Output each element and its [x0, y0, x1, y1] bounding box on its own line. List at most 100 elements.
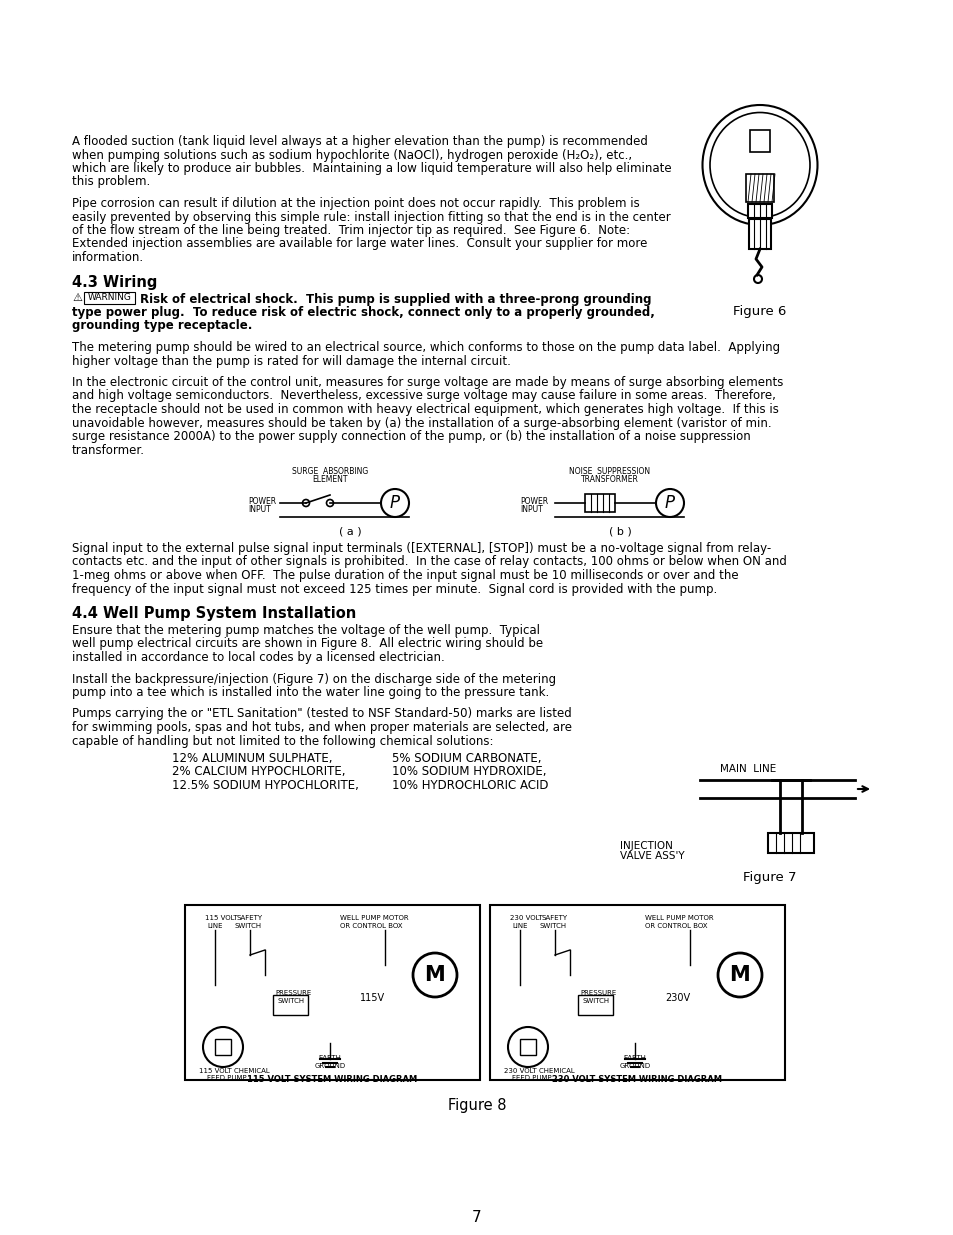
Bar	[214, 1039, 231, 1055]
Bar	[748, 219, 770, 249]
Text: SWITCH: SWITCH	[582, 998, 610, 1004]
Text: surge resistance 2000A) to the power supply connection of the pump, or (b) the i: surge resistance 2000A) to the power sup…	[71, 430, 750, 443]
Text: SAFETY: SAFETY	[236, 915, 263, 921]
Text: VALVE ASS'Y: VALVE ASS'Y	[619, 851, 684, 861]
Text: 230 VOLT SYSTEM WIRING DIAGRAM: 230 VOLT SYSTEM WIRING DIAGRAM	[552, 1074, 721, 1084]
Text: 115 VOLT: 115 VOLT	[205, 915, 237, 921]
Text: contacts etc. and the input of other signals is prohibited.  In the case of rela: contacts etc. and the input of other sig…	[71, 556, 786, 568]
Text: PRESSURE: PRESSURE	[274, 990, 311, 995]
Text: when pumping solutions such as sodium hypochlorite (NaOCl), hydrogen peroxide (H: when pumping solutions such as sodium hy…	[71, 148, 632, 162]
Text: 4.3 Wiring: 4.3 Wiring	[71, 274, 157, 289]
Text: capable of handling but not limited to the following chemical solutions:: capable of handling but not limited to t…	[71, 735, 493, 747]
Bar	[185, 905, 479, 1079]
Text: The metering pump should be wired to an electrical source, which conforms to tho: The metering pump should be wired to an …	[71, 341, 780, 354]
Text: WARNING: WARNING	[88, 294, 132, 303]
Circle shape	[380, 489, 409, 517]
Text: for swimming pools, spas and hot tubs, and when proper materials are selected, a: for swimming pools, spas and hot tubs, a…	[71, 721, 572, 734]
Circle shape	[656, 489, 683, 517]
Text: WELL PUMP MOTOR: WELL PUMP MOTOR	[644, 915, 713, 921]
Text: OR CONTROL BOX: OR CONTROL BOX	[644, 923, 707, 929]
Text: Install the backpressure/injection (Figure 7) on the discharge side of the meter: Install the backpressure/injection (Figu…	[71, 673, 556, 685]
Text: Figure 6: Figure 6	[733, 305, 786, 317]
Circle shape	[507, 1028, 547, 1067]
Text: P: P	[390, 494, 399, 513]
Text: Extended injection assemblies are available for large water lines.  Consult your: Extended injection assemblies are availa…	[71, 237, 647, 251]
Text: 12% ALUMINUM SULPHATE,: 12% ALUMINUM SULPHATE,	[172, 752, 333, 764]
Text: POWER: POWER	[248, 496, 275, 506]
Text: GROUND: GROUND	[618, 1063, 650, 1070]
Text: SAFETY: SAFETY	[541, 915, 568, 921]
Text: 115V: 115V	[359, 993, 385, 1003]
Text: ( a ): ( a )	[338, 527, 361, 537]
Text: of the flow stream of the line being treated.  Trim injector tip as required.  S: of the flow stream of the line being tre…	[71, 224, 630, 237]
Text: grounding type receptacle.: grounding type receptacle.	[71, 320, 253, 332]
Text: Figure 7: Figure 7	[742, 871, 796, 884]
Text: LINE: LINE	[512, 923, 527, 929]
Text: PRESSURE: PRESSURE	[579, 990, 616, 995]
Text: SWITCH: SWITCH	[277, 998, 305, 1004]
Bar	[745, 174, 773, 203]
Text: NOISE  SUPPRESSION: NOISE SUPPRESSION	[569, 467, 650, 475]
Bar	[747, 204, 771, 219]
Text: installed in accordance to local codes by a licensed electrician.: installed in accordance to local codes b…	[71, 651, 444, 664]
Text: 7: 7	[472, 1210, 481, 1225]
Circle shape	[203, 1028, 243, 1067]
Text: In the electronic circuit of the control unit, measures for surge voltage are ma: In the electronic circuit of the control…	[71, 375, 782, 389]
Text: LINE: LINE	[207, 923, 222, 929]
Text: SURGE  ABSORBING: SURGE ABSORBING	[292, 467, 368, 475]
Circle shape	[326, 499, 334, 506]
Text: unavoidable however, measures should be taken by (a) the installation of a surge: unavoidable however, measures should be …	[71, 416, 771, 430]
Text: MAIN  LINE: MAIN LINE	[720, 764, 776, 774]
Text: this problem.: this problem.	[71, 175, 150, 189]
Text: well pump electrical circuits are shown in Figure 8.  All electric wiring should: well pump electrical circuits are shown …	[71, 637, 542, 651]
Text: 230 VOLT CHEMICAL: 230 VOLT CHEMICAL	[503, 1068, 574, 1074]
Text: POWER: POWER	[519, 496, 548, 506]
Ellipse shape	[701, 105, 817, 225]
Circle shape	[753, 275, 761, 283]
Text: SWITCH: SWITCH	[234, 923, 262, 929]
Bar	[767, 832, 813, 853]
Text: 115 VOLT SYSTEM WIRING DIAGRAM: 115 VOLT SYSTEM WIRING DIAGRAM	[247, 1074, 417, 1084]
Text: frequency of the input signal must not exceed 125 times per minute.  Signal cord: frequency of the input signal must not e…	[71, 583, 717, 595]
Bar	[490, 905, 784, 1079]
Text: EARTH: EARTH	[318, 1055, 341, 1061]
Text: M: M	[729, 965, 750, 986]
Text: EARTH: EARTH	[623, 1055, 646, 1061]
Text: INPUT: INPUT	[519, 505, 542, 514]
Text: 230 VOLT: 230 VOLT	[510, 915, 542, 921]
FancyBboxPatch shape	[85, 291, 135, 304]
Text: 230V: 230V	[664, 993, 689, 1003]
Text: A flooded suction (tank liquid level always at a higher elevation than the pump): A flooded suction (tank liquid level alw…	[71, 135, 647, 148]
Text: ⚠: ⚠	[71, 293, 82, 303]
Text: Pipe corrosion can result if dilution at the injection point does not occur rapi: Pipe corrosion can result if dilution at…	[71, 198, 639, 210]
Text: FEED PUMP: FEED PUMP	[512, 1074, 551, 1081]
Text: OR CONTROL BOX: OR CONTROL BOX	[339, 923, 402, 929]
Text: SWITCH: SWITCH	[539, 923, 566, 929]
Text: 5% SODIUM CARBONATE,: 5% SODIUM CARBONATE,	[392, 752, 541, 764]
Text: 10% HYDROCHLORIC ACID: 10% HYDROCHLORIC ACID	[392, 779, 548, 792]
Text: type power plug.  To reduce risk of electric shock, connect only to a properly g: type power plug. To reduce risk of elect…	[71, 306, 654, 319]
Text: ( b ): ( b )	[608, 527, 631, 537]
Text: transformer.: transformer.	[71, 443, 145, 457]
Text: Ensure that the metering pump matches the voltage of the well pump.  Typical: Ensure that the metering pump matches th…	[71, 624, 539, 637]
Text: Figure 8: Figure 8	[447, 1098, 506, 1113]
Text: TRANSFORMER: TRANSFORMER	[580, 475, 639, 484]
Text: 4.4 Well Pump System Installation: 4.4 Well Pump System Installation	[71, 606, 355, 621]
Text: Pumps carrying the or "ETL Sanitation" (tested to NSF Standard-50) marks are lis: Pumps carrying the or "ETL Sanitation" (…	[71, 708, 571, 720]
Text: higher voltage than the pump is rated for will damage the internal circuit.: higher voltage than the pump is rated fo…	[71, 354, 511, 368]
Text: Signal input to the external pulse signal input terminals ([EXTERNAL], [STOP]) m: Signal input to the external pulse signa…	[71, 542, 770, 555]
Text: which are likely to produce air bubbles.  Maintaining a low liquid temperature w: which are likely to produce air bubbles.…	[71, 162, 671, 175]
Bar	[578, 995, 613, 1015]
Text: and high voltage semiconductors.  Nevertheless, excessive surge voltage may caus: and high voltage semiconductors. Neverth…	[71, 389, 775, 403]
Ellipse shape	[709, 112, 809, 217]
Circle shape	[302, 499, 309, 506]
Bar	[749, 130, 769, 152]
Text: GROUND: GROUND	[314, 1063, 345, 1070]
Text: 1-meg ohms or above when OFF.  The pulse duration of the input signal must be 10: 1-meg ohms or above when OFF. The pulse …	[71, 569, 738, 582]
Text: pump into a tee which is installed into the water line going to the pressure tan: pump into a tee which is installed into …	[71, 685, 549, 699]
Circle shape	[718, 953, 761, 997]
Text: information.: information.	[71, 251, 144, 264]
Bar	[519, 1039, 536, 1055]
Text: M: M	[424, 965, 445, 986]
Bar	[273, 995, 308, 1015]
